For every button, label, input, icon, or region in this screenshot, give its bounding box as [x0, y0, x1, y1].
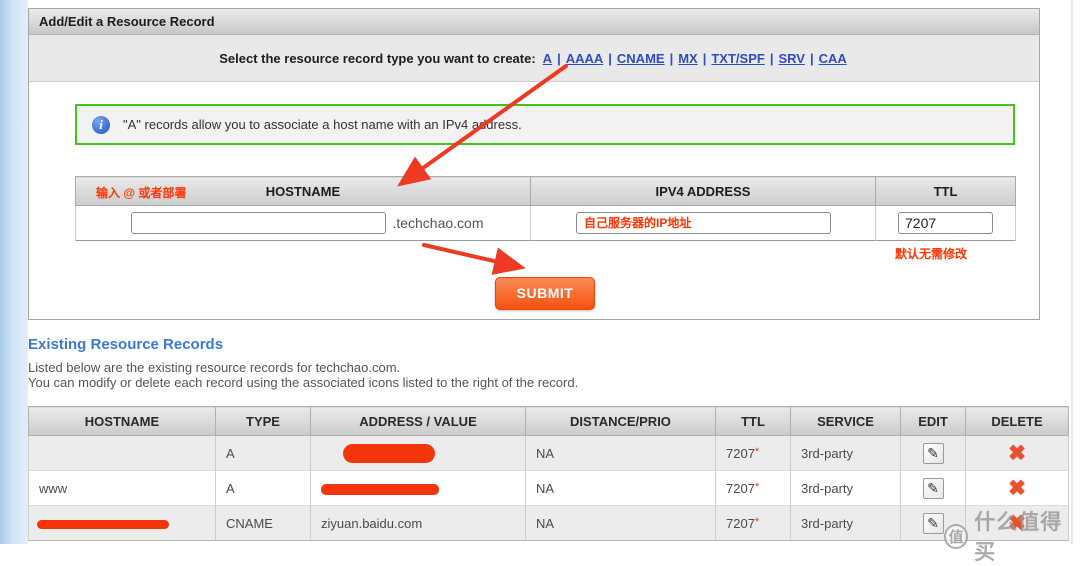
- ttl-flag: *: [754, 515, 760, 528]
- record-delete-cell: ✖: [965, 505, 1069, 541]
- existing-records-heading: Existing Resource Records: [28, 336, 224, 353]
- separator: |: [608, 50, 612, 66]
- delete-icon[interactable]: ✖: [1008, 476, 1026, 500]
- record-type-link-aaaa[interactable]: AAAA: [565, 50, 604, 66]
- col-header-hostname: HOSTNAME: [28, 406, 216, 436]
- record-type-selector: Select the resource record type you want…: [29, 35, 1039, 82]
- record-type-link-a[interactable]: A: [542, 50, 553, 66]
- hostname-annotation: 输入 @ 或者部署: [96, 186, 187, 200]
- add-edit-record-panel: Add/Edit a Resource Record Select the re…: [28, 8, 1040, 320]
- table-row: CNAME ziyuan.baidu.com NA 7207* 3rd-part…: [28, 505, 1069, 541]
- record-service: 3rd-party: [790, 435, 901, 471]
- record-hostname: [28, 435, 216, 471]
- record-service: 3rd-party: [790, 470, 901, 506]
- col-header-delete: DELETE: [965, 406, 1069, 436]
- record-type-info-box: i "A" records allow you to associate a h…: [75, 104, 1015, 145]
- new-record-form-table: 输入 @ 或者部署 HOSTNAME IPV4 ADDRESS TTL .tec…: [75, 176, 1016, 241]
- page-left-margin-strip: [0, 0, 28, 544]
- record-hostname: www: [28, 470, 216, 506]
- record-edit-cell: ✎: [900, 505, 966, 541]
- col-header-type: TYPE: [215, 406, 311, 436]
- separator: |: [669, 50, 674, 66]
- separator: |: [769, 50, 774, 66]
- record-distance: NA: [525, 435, 716, 471]
- ttl-default-note: 默认无需修改: [895, 247, 968, 261]
- ipv4-cell: [530, 205, 876, 241]
- record-address: [310, 470, 526, 506]
- ttl-input[interactable]: [898, 212, 993, 234]
- record-type-link-cname[interactable]: CNAME: [616, 50, 665, 66]
- submit-button[interactable]: SUBMIT: [494, 277, 596, 310]
- redaction-mark: [343, 443, 435, 463]
- existing-records-description-2: You can modify or delete each record usi…: [28, 375, 579, 390]
- info-text: "A" records allow you to associate a hos…: [123, 117, 522, 132]
- record-ttl: 7207*: [715, 470, 791, 506]
- record-delete-cell: ✖: [965, 470, 1069, 506]
- record-ttl: 7207*: [715, 505, 791, 541]
- record-distance: NA: [525, 505, 716, 541]
- record-service: 3rd-party: [790, 505, 901, 541]
- watermark-text: 什么值得买: [974, 511, 1063, 564]
- record-type: CNAME: [215, 505, 311, 541]
- table-row: A NA 7207* 3rd-party ✎ ✖: [28, 435, 1069, 471]
- redaction-mark: [321, 483, 439, 495]
- ipv4-address-input[interactable]: [576, 212, 831, 234]
- hostname-cell: .techchao.com: [75, 205, 531, 241]
- col-header-edit: EDIT: [900, 406, 966, 436]
- ipv4-column-header: IPV4 ADDRESS: [530, 176, 876, 206]
- record-type: A: [215, 435, 311, 471]
- delete-icon[interactable]: ✖: [1008, 441, 1026, 465]
- existing-records-section: Existing Resource Records Listed below a…: [28, 336, 1069, 541]
- record-type-link-caa[interactable]: CAA: [818, 50, 847, 66]
- separator: |: [702, 50, 707, 66]
- record-type: A: [215, 470, 311, 506]
- record-type-link-mx[interactable]: MX: [678, 50, 698, 66]
- ttl-flag: *: [754, 445, 760, 458]
- record-edit-cell: ✎: [900, 470, 966, 506]
- record-address: ziyuan.baidu.com: [310, 505, 526, 541]
- ttl-cell: [875, 205, 1016, 241]
- existing-records-description-1: Listed below are the existing resource r…: [28, 360, 401, 375]
- record-type-label: Select the resource record type you want…: [219, 50, 536, 66]
- record-hostname: [28, 505, 216, 541]
- edit-icon[interactable]: ✎: [922, 512, 944, 534]
- record-edit-cell: ✎: [900, 435, 966, 471]
- record-type-link-srv[interactable]: SRV: [778, 50, 805, 66]
- watermark-logo: 值: [944, 523, 969, 549]
- col-header-distance: DISTANCE/PRIO: [525, 406, 716, 436]
- col-header-service: SERVICE: [790, 406, 901, 436]
- existing-records-table: HOSTNAME TYPE ADDRESS / VALUE DISTANCE/P…: [28, 406, 1069, 541]
- info-icon: i: [92, 115, 110, 134]
- smzdm-watermark: 值 什么值得买: [944, 506, 1080, 566]
- edit-icon[interactable]: ✎: [922, 442, 944, 464]
- hostname-column-header: 输入 @ 或者部署 HOSTNAME: [75, 176, 531, 206]
- record-ttl: 7207*: [715, 435, 791, 471]
- ttl-flag: *: [754, 480, 760, 493]
- record-distance: NA: [525, 470, 716, 506]
- record-type-link-txtspf[interactable]: TXT/SPF: [711, 50, 765, 66]
- record-address: [310, 435, 526, 471]
- col-header-address: ADDRESS / VALUE: [310, 406, 526, 436]
- page-right-edge: [1071, 0, 1073, 544]
- ttl-column-header: TTL: [875, 176, 1016, 206]
- edit-icon[interactable]: ✎: [922, 477, 944, 499]
- separator: |: [557, 50, 561, 66]
- col-header-ttl: TTL: [715, 406, 791, 436]
- redaction-mark: [37, 519, 169, 529]
- record-delete-cell: ✖: [965, 435, 1069, 471]
- panel-title: Add/Edit a Resource Record: [29, 9, 1039, 35]
- separator: |: [809, 50, 814, 66]
- hostname-domain-suffix: .techchao.com: [392, 215, 484, 231]
- delete-icon[interactable]: ✖: [1008, 511, 1026, 535]
- hostname-input[interactable]: [131, 212, 386, 234]
- table-row: www A NA 7207* 3rd-party ✎ ✖: [28, 470, 1069, 506]
